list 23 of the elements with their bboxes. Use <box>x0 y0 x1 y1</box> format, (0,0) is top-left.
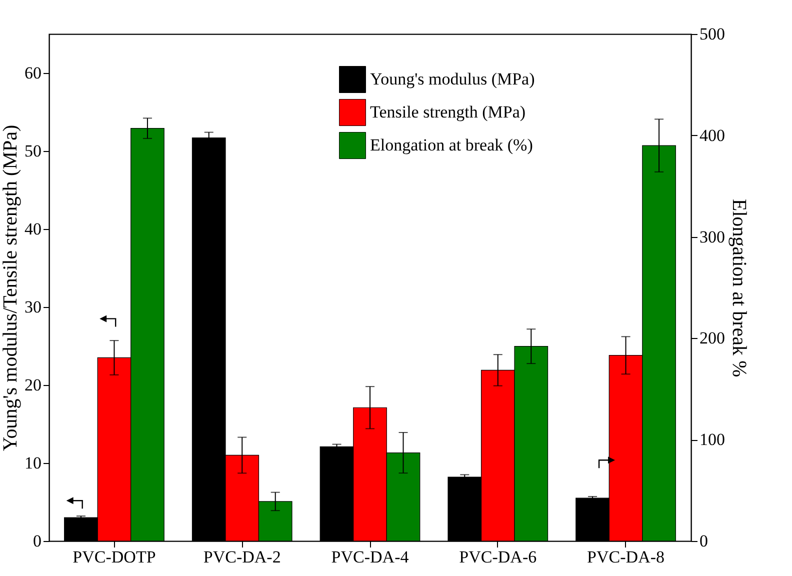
y2-tick-label: 300 <box>700 227 725 246</box>
y2-tick-label: 200 <box>700 328 725 348</box>
legend-label: Elongation at break (%) <box>370 136 533 154</box>
y-tick-label: 20 <box>24 376 42 394</box>
legend-label: Tensile strength (MPa) <box>370 102 526 122</box>
y-tick-label: 40 <box>24 220 42 238</box>
y-tick-label: 0 <box>33 532 42 550</box>
x-tick-label: PVC-DA-6 <box>459 548 537 566</box>
y-axis-title: Young's modulus/Tensile strength (MPa) <box>0 124 22 452</box>
x-tick-label: PVC-DA-2 <box>203 548 281 566</box>
legend-label: Young's modulus (MPa) <box>370 70 535 88</box>
y2-tick-label: 0 <box>700 532 708 550</box>
y-tick-label: 30 <box>24 298 42 316</box>
y2-tick-label: 100 <box>700 430 725 450</box>
x-tick-label: PVC-DA-8 <box>587 548 665 566</box>
y-tick-label: 60 <box>24 64 42 82</box>
y2-tick-label: 400 <box>700 126 725 145</box>
y2-axis-title: Elongation at break % <box>728 198 750 378</box>
x-tick-label: PVC-DA-4 <box>331 548 410 566</box>
y-tick-label: 50 <box>24 142 42 160</box>
y2-tick-label: 500 <box>700 24 725 44</box>
y-tick-label: 10 <box>24 454 42 472</box>
x-tick-label: PVC-DOTP <box>72 548 156 566</box>
